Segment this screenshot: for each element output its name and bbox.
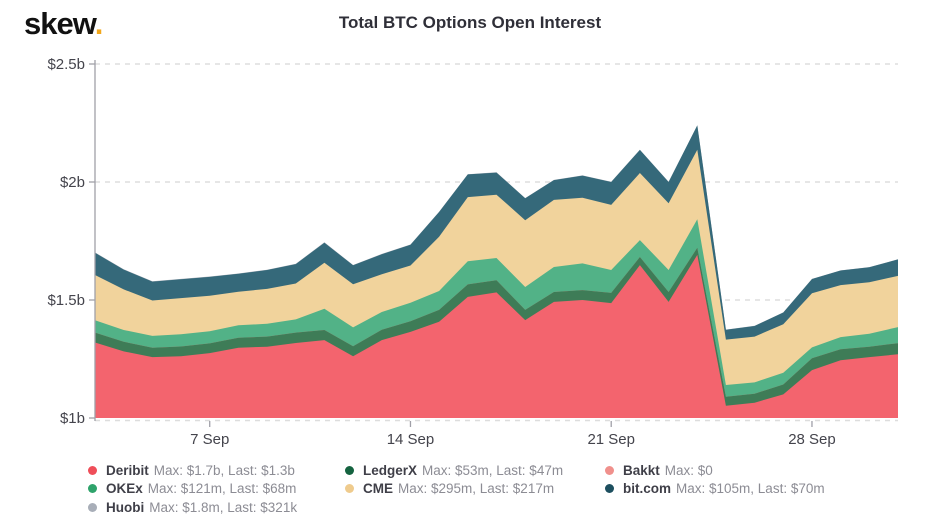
- legend-stats: Max: $121m, Last: $68m: [147, 481, 297, 497]
- huobi-dot-icon: [88, 502, 97, 512]
- cme-dot-icon: [345, 484, 354, 494]
- legend-stats: Max: $53m, Last: $47m: [422, 462, 564, 478]
- legend-stats: Max: $295m, Last: $217m: [398, 481, 555, 497]
- legend-item-bitcom[interactable]: bit.com Max: $105m, Last: $70m: [605, 480, 825, 499]
- legend-item-bakkt[interactable]: Bakkt Max: $0: [605, 461, 825, 480]
- legend-name: Deribit: [106, 462, 149, 478]
- bakkt-dot-icon: [605, 465, 614, 475]
- legend-item-ledgerx[interactable]: LedgerX Max: $53m, Last: $47m: [345, 461, 563, 480]
- legend-stats: Max: $105m, Last: $70m: [676, 481, 825, 497]
- deribit-dot-icon: [88, 465, 97, 475]
- y-axis-label-$1b: $1b: [60, 410, 85, 427]
- ledgerx-dot-icon: [345, 465, 354, 475]
- stacked-area-chart[interactable]: $1b $1.5b $2b $2.5b 7 Sep 14 Sep 21 Sep 28 Sep: [0, 0, 940, 458]
- legend-stats: Max: $0: [664, 462, 713, 478]
- legend-name: OKEx: [106, 481, 143, 497]
- okex-dot-icon: [88, 484, 97, 494]
- y-axis-label-$2.5b: $2.5b: [47, 56, 85, 73]
- bitcom-dot-icon: [605, 484, 614, 494]
- legend-stats: Max: $1.8m, Last: $321k: [149, 499, 298, 515]
- skew-logo-text: skew: [24, 6, 96, 41]
- legend-item-huobi[interactable]: Huobi Max: $1.8m, Last: $321k: [88, 498, 297, 517]
- legend-column-3: Bakkt Max: $0 bit.com Max: $105m, Last: …: [605, 461, 825, 498]
- legend-item-cme[interactable]: CME Max: $295m, Last: $217m: [345, 480, 563, 499]
- skew-logo-dot: .: [94, 6, 104, 41]
- skew-logo: skew.: [24, 6, 104, 42]
- chart-title: Total BTC Options Open Interest: [338, 13, 602, 32]
- legend-stats: Max: $1.7b, Last: $1.3b: [153, 462, 295, 478]
- legend-column-1: Deribit Max: $1.7b, Last: $1.3b OKEx Max…: [88, 461, 297, 517]
- y-axis-label-$2b: $2b: [60, 174, 85, 191]
- x-axis-label-28-Sep: 28 Sep: [788, 431, 836, 448]
- legend-column-2: LedgerX Max: $53m, Last: $47m CME Max: $…: [345, 461, 563, 498]
- legend-name: Huobi: [106, 499, 145, 515]
- x-axis-label-14-Sep: 14 Sep: [387, 431, 435, 448]
- legend-name: bit.com: [623, 481, 672, 497]
- legend-item-deribit[interactable]: Deribit Max: $1.7b, Last: $1.3b: [88, 461, 297, 480]
- area-deribit: [95, 254, 898, 418]
- x-axis-label-21-Sep: 21 Sep: [587, 431, 635, 448]
- legend-name: LedgerX: [363, 462, 418, 478]
- legend-item-okex[interactable]: OKEx Max: $121m, Last: $68m: [88, 480, 297, 499]
- legend-name: CME: [363, 481, 393, 497]
- x-axis-label-7-Sep: 7 Sep: [190, 431, 229, 448]
- legend-name: Bakkt: [623, 462, 660, 478]
- y-axis-label-$1.5b: $1.5b: [47, 292, 85, 309]
